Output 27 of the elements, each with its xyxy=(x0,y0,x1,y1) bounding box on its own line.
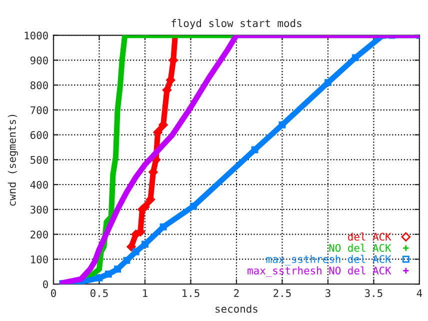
x-tick-label: 4 xyxy=(416,289,422,297)
x-tick-label: 0.5 xyxy=(90,289,108,298)
x-tick-label: 1.5 xyxy=(182,289,200,298)
y-tick-label: 900 xyxy=(30,56,48,64)
y-tick-label: 0 xyxy=(43,280,48,288)
y-tick-label: 200 xyxy=(30,230,48,238)
y-tick-label: 400 xyxy=(30,180,48,189)
y-tick-label: 300 xyxy=(30,206,48,214)
legend-label: NO del ACK xyxy=(329,244,392,252)
x-axis-title: seconds xyxy=(216,304,258,313)
y-tick-label: 800 xyxy=(30,81,48,90)
y-tick-label: 100 xyxy=(31,255,48,264)
chart-title: floyd slow start mods xyxy=(172,19,302,30)
legend-label: del ACK xyxy=(348,232,392,241)
x-tick-label: 2.5 xyxy=(274,289,291,298)
y-axis-title: cwnd (segments) xyxy=(8,114,18,206)
y-tick-label: 600 xyxy=(30,131,48,139)
legend-label: max_sstrhesh NO del ACK xyxy=(248,266,392,277)
y-tick-label: 1000 xyxy=(24,32,48,40)
x-tick-label: 0 xyxy=(51,289,56,298)
x-tick-label: 3 xyxy=(326,289,330,298)
x-tick-label: 1 xyxy=(143,289,148,297)
y-tick-label: 500 xyxy=(30,156,48,164)
x-tick-label: 3.5 xyxy=(364,289,382,298)
y-tick-label: 700 xyxy=(30,106,48,114)
legend-label: max_ssthresh del ACK xyxy=(266,254,392,266)
x-tick-label: 2 xyxy=(234,289,239,297)
